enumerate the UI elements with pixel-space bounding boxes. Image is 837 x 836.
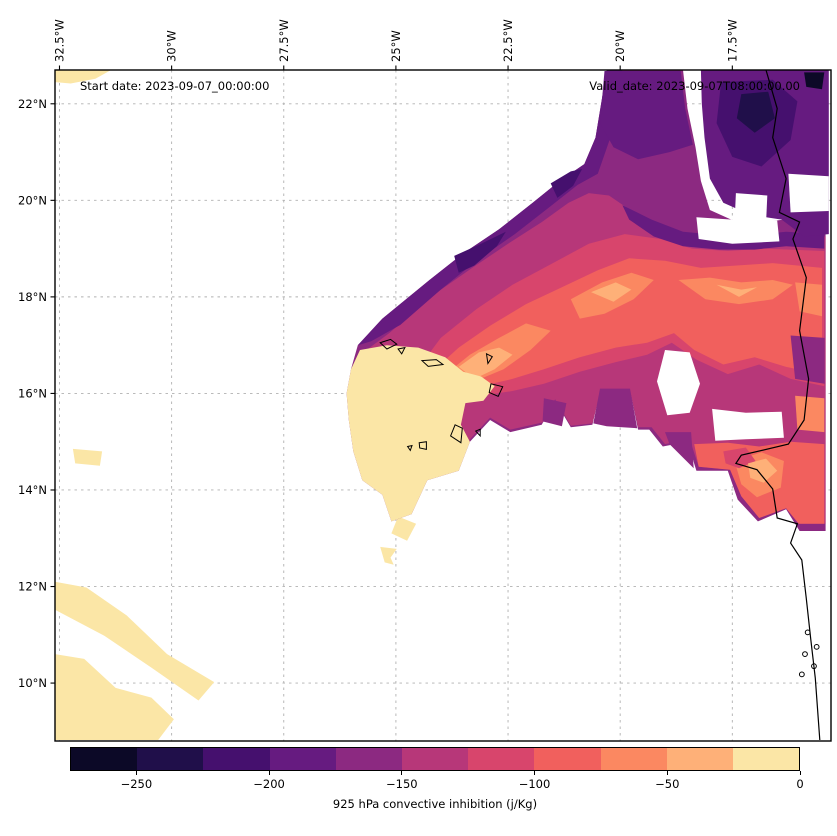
axes: 32.5°W 30°W 27.5°W 25°W 22.5°W 20°W 17.5°W 22°N… [18, 19, 739, 690]
colorbar-segment [468, 748, 535, 770]
colorbar-tick-label: −250 [120, 777, 153, 791]
capeverde-island-outline [449, 424, 463, 444]
contour-region-purple-bump [665, 432, 694, 469]
contour-region-purple-patch-south [542, 398, 567, 427]
contour-region-peach-west [458, 347, 513, 379]
colorbar-tick-mark [799, 771, 801, 775]
colorbar-segment [401, 748, 469, 770]
colorbar-tick-label: −200 [253, 777, 285, 791]
coastlines [379, 70, 821, 741]
colorbar-tick-mark [401, 771, 403, 775]
contour-region-dark-spot-2 [550, 169, 583, 198]
colorbar-tick-mark [135, 771, 137, 775]
y-tick-label: 16°N [18, 386, 47, 400]
capeverde-island-outline [379, 338, 398, 350]
contour-region-peach-mid [591, 282, 632, 302]
colorbar-segment [600, 748, 667, 770]
colorbar-tick-label: 0 [796, 777, 804, 791]
y-tick-label: 10°N [18, 676, 47, 690]
contour-region-tail-piece-1 [391, 516, 417, 541]
contour-region-nw-corner-cream [55, 70, 112, 84]
colorbar-segment [534, 748, 601, 770]
capeverde-island-outline [485, 352, 494, 365]
contour-region-nw-dark-rim [357, 70, 623, 346]
colorbar-tick-label: −100 [518, 777, 551, 791]
contour-region-peach-east [716, 284, 757, 297]
start-date-annotation: Start date: 2023-09-07_00:00:00 [80, 79, 270, 93]
plot-border [54, 69, 832, 742]
colorbar-tick-mark [268, 771, 270, 775]
colorbar-segment [732, 748, 800, 770]
islet-outline [802, 651, 808, 658]
contour-region-sw-corner-cream [55, 654, 174, 740]
contour-region-coast-purple [790, 335, 825, 384]
colorbar-segment [137, 748, 204, 770]
islet-outline [798, 671, 805, 678]
colorbar-segment [269, 748, 336, 770]
capeverde-island-outline [418, 441, 427, 451]
hole-above-coast-patch [712, 408, 784, 441]
x-tick-label: 30°W [165, 30, 179, 62]
y-tick-label: 12°N [18, 580, 47, 594]
capeverde-island-outline [474, 428, 481, 438]
y-tick-label: 22°N [18, 97, 47, 111]
hole-blob-bottom [734, 193, 768, 225]
x-tick-label: 27.5°W [277, 19, 291, 62]
x-tick-label: 25°W [389, 30, 403, 62]
colorbar-tick-label: −150 [386, 777, 418, 791]
contour-region-tail-piece-2 [380, 546, 397, 565]
africa-coastline [734, 70, 821, 741]
contour-field [55, 70, 829, 740]
contour-region-ne-blob-dark [736, 91, 775, 133]
contour-region-west-patch-cream [72, 448, 103, 466]
x-tick-label: 17.5°W [725, 19, 739, 62]
capeverde-island-outline [420, 359, 445, 367]
contour-region-ne-blob-darkest [804, 72, 825, 90]
hole-blob-right [788, 173, 829, 213]
islet-outline [813, 643, 820, 650]
colorbar-segment [71, 748, 138, 770]
y-tick-label: 20°N [18, 193, 47, 207]
capeverde-island-outline [406, 444, 413, 452]
colorbar-tick-mark [534, 771, 536, 775]
colorbar-tick-mark [666, 771, 668, 775]
islet-outline [804, 629, 811, 636]
hole-se-of-swath [657, 350, 700, 416]
y-tick-label: 14°N [18, 483, 47, 497]
capeverde-island-outline [397, 346, 406, 355]
x-tick-label: 32.5°W [52, 19, 66, 62]
colorbar-segment [666, 748, 733, 770]
contour-region-capeverde-cream [346, 345, 495, 522]
contour-region-top-arm-dark [600, 71, 693, 160]
contour-region-coastal-peach [748, 458, 778, 483]
colorbar-segment [203, 748, 270, 770]
colorbar-segment [335, 748, 402, 770]
colorbar [70, 747, 800, 771]
capeverde-island-outline [488, 383, 504, 397]
colorbar-label: 925 hPa convective inhibition (j/Kg) [332, 797, 538, 811]
x-tick-label: 22.5°W [501, 19, 515, 62]
islet-outline [811, 663, 817, 670]
y-tick-label: 18°N [18, 290, 47, 304]
x-tick-label: 20°W [613, 30, 627, 62]
contour-region-purple-finger [593, 388, 638, 429]
contour-region-sw-streak-cream [55, 581, 215, 701]
contour-region-core-orange-coast [795, 282, 822, 317]
contour-region-dark-spot-1 [454, 231, 506, 273]
valid-date-annotation: Valid_date: 2023-09-07T08:00:00.00 [589, 79, 800, 93]
colorbar-tick-label: −50 [655, 777, 680, 791]
